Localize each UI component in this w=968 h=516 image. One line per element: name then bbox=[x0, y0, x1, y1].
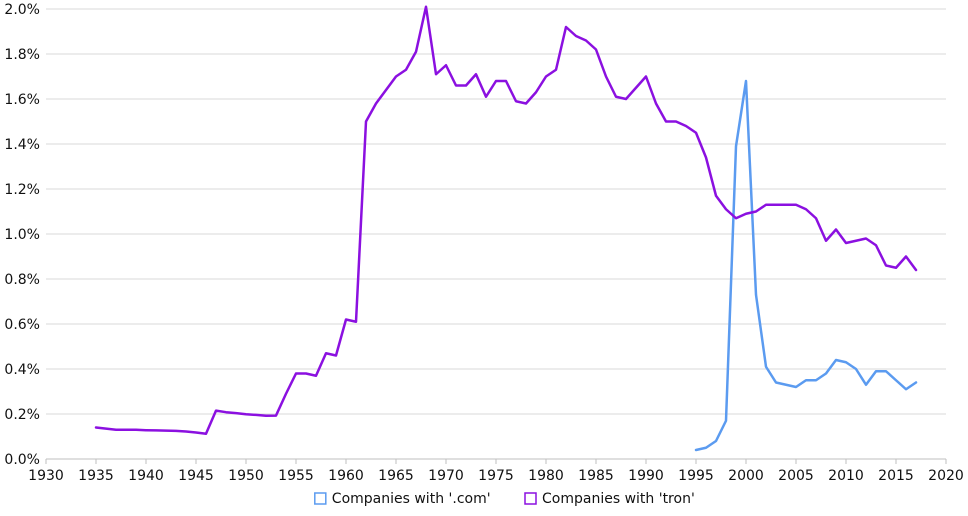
x-tick-label: 1950 bbox=[228, 468, 264, 484]
x-tick-label: 1970 bbox=[428, 468, 464, 484]
series-lines bbox=[94, 5, 918, 452]
legend-swatch bbox=[314, 492, 327, 505]
x-tick-label: 2020 bbox=[928, 468, 964, 484]
y-tick-label: 0.6% bbox=[4, 317, 40, 333]
x-tick-label: 2000 bbox=[728, 468, 764, 484]
y-tick-label: 1.0% bbox=[4, 227, 40, 243]
x-tick-label: 1930 bbox=[28, 468, 64, 484]
x-tick-label: 1940 bbox=[128, 468, 164, 484]
x-tick-label: 1965 bbox=[378, 468, 414, 484]
legend-label: Companies with 'tron' bbox=[542, 491, 695, 507]
x-tick-label: 1975 bbox=[478, 468, 514, 484]
series-line-1 bbox=[94, 5, 918, 436]
y-tick-label: 1.4% bbox=[4, 137, 40, 153]
y-tick-label: 1.8% bbox=[4, 47, 40, 63]
y-tick-label: 0.0% bbox=[4, 452, 40, 468]
legend-label: Companies with '.com' bbox=[332, 491, 491, 507]
axes: 0.0% 0.2% 0.4% 0.6% 0.8% 1.0% 1.2% 1.4% 1.6% 1.8%… bbox=[4, 2, 963, 484]
legend: Companies with '.com' Companies with 'tro… bbox=[314, 491, 695, 507]
series-line-0 bbox=[694, 79, 918, 452]
x-tick-label: 1945 bbox=[178, 468, 214, 484]
x-tick-label: 1990 bbox=[628, 468, 664, 484]
y-tick-label: 0.4% bbox=[4, 362, 40, 378]
legend-swatch bbox=[524, 492, 537, 505]
x-tick-label: 2015 bbox=[878, 468, 914, 484]
y-tick-label: 1.2% bbox=[4, 182, 40, 198]
x-tick-label: 1995 bbox=[678, 468, 714, 484]
y-tick-label: 0.2% bbox=[4, 407, 40, 423]
x-tick-label: 2005 bbox=[778, 468, 814, 484]
x-tick-label: 1985 bbox=[578, 468, 614, 484]
x-tick-label: 1960 bbox=[328, 468, 364, 484]
y-tick-label: 1.6% bbox=[4, 92, 40, 108]
x-tick-label: 1980 bbox=[528, 468, 564, 484]
x-tick-label: 2010 bbox=[828, 468, 864, 484]
y-tick-label: 0.8% bbox=[4, 272, 40, 288]
x-tick-label: 1955 bbox=[278, 468, 314, 484]
x-tick-label: 1935 bbox=[78, 468, 114, 484]
grid-lines bbox=[46, 8, 946, 415]
y-tick-label: 2.0% bbox=[4, 2, 40, 18]
